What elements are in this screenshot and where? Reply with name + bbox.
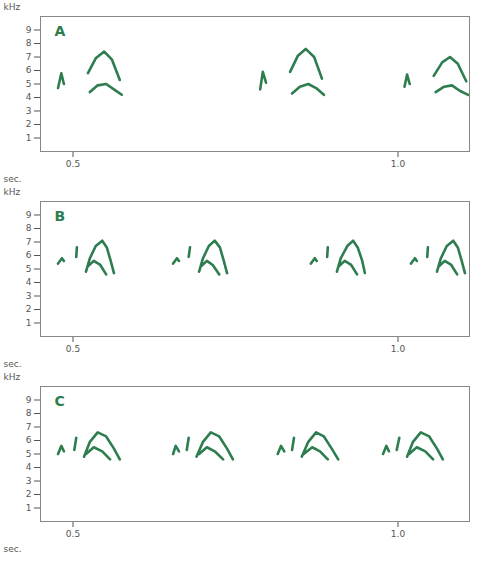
svg-text:7: 7: [26, 237, 32, 247]
svg-text:3: 3: [26, 106, 32, 116]
svg-text:1: 1: [26, 318, 32, 328]
svg-text:9: 9: [26, 210, 32, 220]
svg-text:2: 2: [26, 304, 32, 314]
svg-text:0.5: 0.5: [66, 529, 80, 539]
svg-text:4: 4: [26, 462, 32, 472]
svg-text:1: 1: [26, 503, 32, 513]
svg-text:8: 8: [26, 223, 32, 233]
svg-text:A: A: [55, 23, 66, 39]
svg-text:sec.: sec.: [4, 174, 22, 184]
svg-text:kHz: kHz: [4, 372, 21, 382]
svg-text:7: 7: [26, 422, 32, 432]
svg-text:0.5: 0.5: [66, 344, 80, 354]
svg-text:5: 5: [26, 264, 32, 274]
svg-text:kHz: kHz: [4, 187, 21, 197]
svg-text:5: 5: [26, 79, 32, 89]
svg-text:1.0: 1.0: [391, 344, 406, 354]
svg-text:1.0: 1.0: [391, 529, 406, 539]
svg-text:0.5: 0.5: [66, 159, 80, 169]
svg-text:5: 5: [26, 449, 32, 459]
svg-text:9: 9: [26, 395, 32, 405]
svg-text:3: 3: [26, 476, 32, 486]
svg-text:B: B: [55, 208, 66, 224]
svg-text:6: 6: [26, 65, 32, 75]
svg-text:3: 3: [26, 291, 32, 301]
svg-text:4: 4: [26, 277, 32, 287]
svg-text:7: 7: [26, 52, 32, 62]
svg-text:1.0: 1.0: [391, 159, 406, 169]
svg-text:8: 8: [26, 38, 32, 48]
svg-text:1: 1: [26, 133, 32, 143]
svg-text:C: C: [55, 393, 65, 409]
svg-text:sec.: sec.: [4, 544, 22, 554]
svg-text:6: 6: [26, 250, 32, 260]
svg-text:9: 9: [26, 25, 32, 35]
svg-text:2: 2: [26, 489, 32, 499]
svg-text:6: 6: [26, 435, 32, 445]
svg-text:kHz: kHz: [4, 2, 21, 12]
svg-text:sec.: sec.: [4, 359, 22, 369]
svg-text:8: 8: [26, 408, 32, 418]
svg-text:4: 4: [26, 92, 32, 102]
svg-text:2: 2: [26, 119, 32, 129]
